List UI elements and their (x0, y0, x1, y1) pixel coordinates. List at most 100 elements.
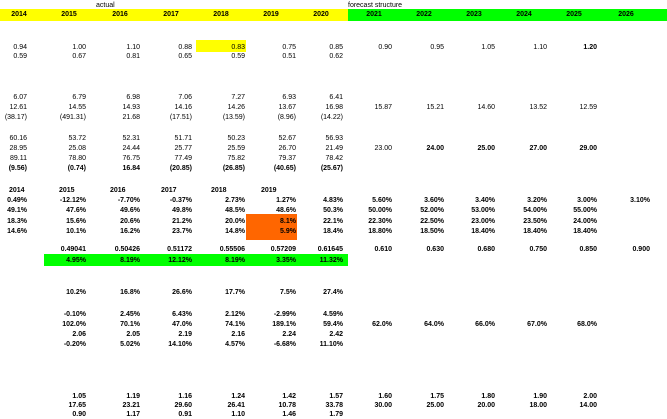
block5-r1-c4: 8.19% (225, 257, 245, 264)
block8-r2-c6: 1.79 (329, 411, 343, 418)
block4-r2-c3: 21.2% (172, 218, 192, 225)
block8-r1-c3: 29.60 (174, 402, 192, 409)
block4-r3-c0: 14.6% (7, 228, 27, 235)
block2-r1-c0: 12.61 (9, 104, 27, 111)
block1-r0-c6: 0.85 (329, 44, 343, 51)
block1-r0-c3: 0.88 (178, 44, 192, 51)
block8-r1-c8: 25.00 (426, 402, 444, 409)
block7-r3-c2: 5.02% (120, 341, 140, 348)
header-year-2026: 2026 (618, 11, 634, 18)
block5-r0-c10: 0.750 (529, 246, 547, 253)
block4-r2-c8: 22.50% (420, 218, 444, 225)
block4-r1-c11: 55.00% (573, 207, 597, 214)
block3-r2-c1: 78.80 (68, 155, 86, 162)
block7-r1-c4: 74.1% (225, 321, 245, 328)
header-year-2022: 2022 (416, 11, 432, 18)
block1-r0-c11: 1.20 (583, 44, 597, 51)
block8-r0-c9: 1.80 (481, 393, 495, 400)
block5-r0-c7: 0.610 (374, 246, 392, 253)
block8-r0-c11: 2.00 (583, 393, 597, 400)
block4-r2-c5: 8.1% (280, 218, 296, 225)
block3-r2-c0: 89.11 (10, 155, 27, 162)
block2-r1-c1: 14.55 (68, 104, 86, 111)
block8-r2-c3: 0.91 (178, 411, 192, 418)
block2-r1-c11: 12.59 (579, 104, 597, 111)
block4-r3-c9: 18.40% (471, 228, 495, 235)
block2-r2-c5: (8.96) (277, 114, 296, 121)
block4-r0-c2: -7.70% (117, 197, 140, 204)
block6-r0-c6: 27.4% (323, 289, 343, 296)
block8-r1-c2: 23.21 (122, 402, 140, 409)
block2-r0-c5: 6.93 (282, 94, 296, 101)
block6-r0-c3: 26.6% (172, 289, 192, 296)
block5-r1-c1: 4.95% (66, 257, 86, 264)
block4-r0-c4: 2.73% (225, 197, 245, 204)
block7-r1-c7: 62.0% (372, 321, 392, 328)
block1-r0-c10: 1.10 (533, 44, 547, 51)
block4-r1-c2: 49.6% (120, 207, 140, 214)
forecast-header-band (348, 9, 667, 21)
header-year-2016: 2016 (112, 11, 128, 18)
block4-r1-c8: 52.00% (420, 207, 444, 214)
block4-r0-c1: -12.12% (59, 197, 86, 204)
block4-r0-c9: 3.40% (475, 197, 495, 204)
block4-r2-c7: 22.30% (368, 218, 392, 225)
block3-r2-c5: 79.37 (278, 155, 296, 162)
block5-r0-c8: 0.630 (426, 246, 444, 253)
block7-r2-c3: 2.19 (178, 331, 192, 338)
ratio-year-2015: 2015 (59, 187, 75, 194)
block8-r0-c7: 1.60 (378, 393, 392, 400)
block4-r1-c10: 54.00% (523, 207, 547, 214)
header-year-2018: 2018 (213, 11, 229, 18)
block4-r2-c0: 18.3% (7, 218, 27, 225)
block5-r0-c12: 0.900 (632, 246, 650, 253)
block5-r0-c4: 0.55506 (219, 246, 245, 253)
block7-r1-c8: 64.0% (424, 321, 444, 328)
block2-r1-c2: 14.93 (122, 104, 140, 111)
header-year-2023: 2023 (466, 11, 482, 18)
block8-r1-c1: 17.65 (68, 402, 86, 409)
block4-r0-c7: 5.60% (372, 197, 392, 204)
header-year-2020: 2020 (313, 11, 329, 18)
block2-r0-c6: 6.41 (329, 94, 343, 101)
block3-r0-c6: 56.93 (325, 135, 343, 142)
block5-r0-c6: 0.61645 (317, 246, 343, 253)
block2-r2-c3: (17.51) (169, 114, 192, 121)
block1-r1-c1: 0.67 (72, 53, 86, 60)
block4-r0-c12: 3.10% (630, 197, 650, 204)
block7-r3-c5: -6.68% (273, 341, 296, 348)
block5-r0-c2: 0.50426 (114, 246, 140, 253)
block2-r2-c6: (14.22) (320, 114, 343, 121)
block1-r0-c0: 0.94 (13, 44, 27, 51)
block8-r1-c7: 30.00 (374, 402, 392, 409)
block8-r1-c6: 33.78 (325, 402, 343, 409)
ratio-year-2016: 2016 (110, 187, 126, 194)
block3-r0-c0: 60.16 (9, 135, 27, 142)
block3-r3-c2: 16.84 (122, 165, 140, 172)
block8-r0-c1: 1.05 (72, 393, 86, 400)
block2-r2-c2: 21.68 (122, 114, 140, 121)
block3-r3-c1: (0.74) (67, 165, 86, 172)
highlight-cell-2018 (196, 40, 246, 52)
block6-r0-c5: 7.5% (280, 289, 296, 296)
block4-r3-c8: 18.50% (420, 228, 444, 235)
block4-r3-c3: 23.7% (172, 228, 192, 235)
block1-r0-c4: 0.83 (231, 44, 245, 51)
header-year-2014: 2014 (11, 11, 27, 18)
block1-r1-c5: 0.51 (282, 53, 296, 60)
block4-r3-c6: 18.4% (323, 228, 343, 235)
header-year-2024: 2024 (516, 11, 532, 18)
block7-r3-c4: 4.57% (225, 341, 245, 348)
block6-r0-c2: 16.8% (120, 289, 140, 296)
block4-r2-c6: 22.1% (323, 218, 343, 225)
block4-r2-c10: 23.50% (523, 218, 547, 225)
header-year-2025: 2025 (566, 11, 582, 18)
ratio-year-2019: 2019 (261, 187, 277, 194)
block2-r2-c0: (38.17) (4, 114, 27, 121)
forecast-structure-label: forecast structure (348, 2, 403, 9)
block8-r2-c2: 1.17 (126, 411, 140, 418)
header-year-2015: 2015 (61, 11, 77, 18)
block3-r0-c5: 52.67 (278, 135, 296, 142)
block3-r1-c3: 25.77 (174, 145, 192, 152)
block8-r0-c8: 1.75 (430, 393, 444, 400)
